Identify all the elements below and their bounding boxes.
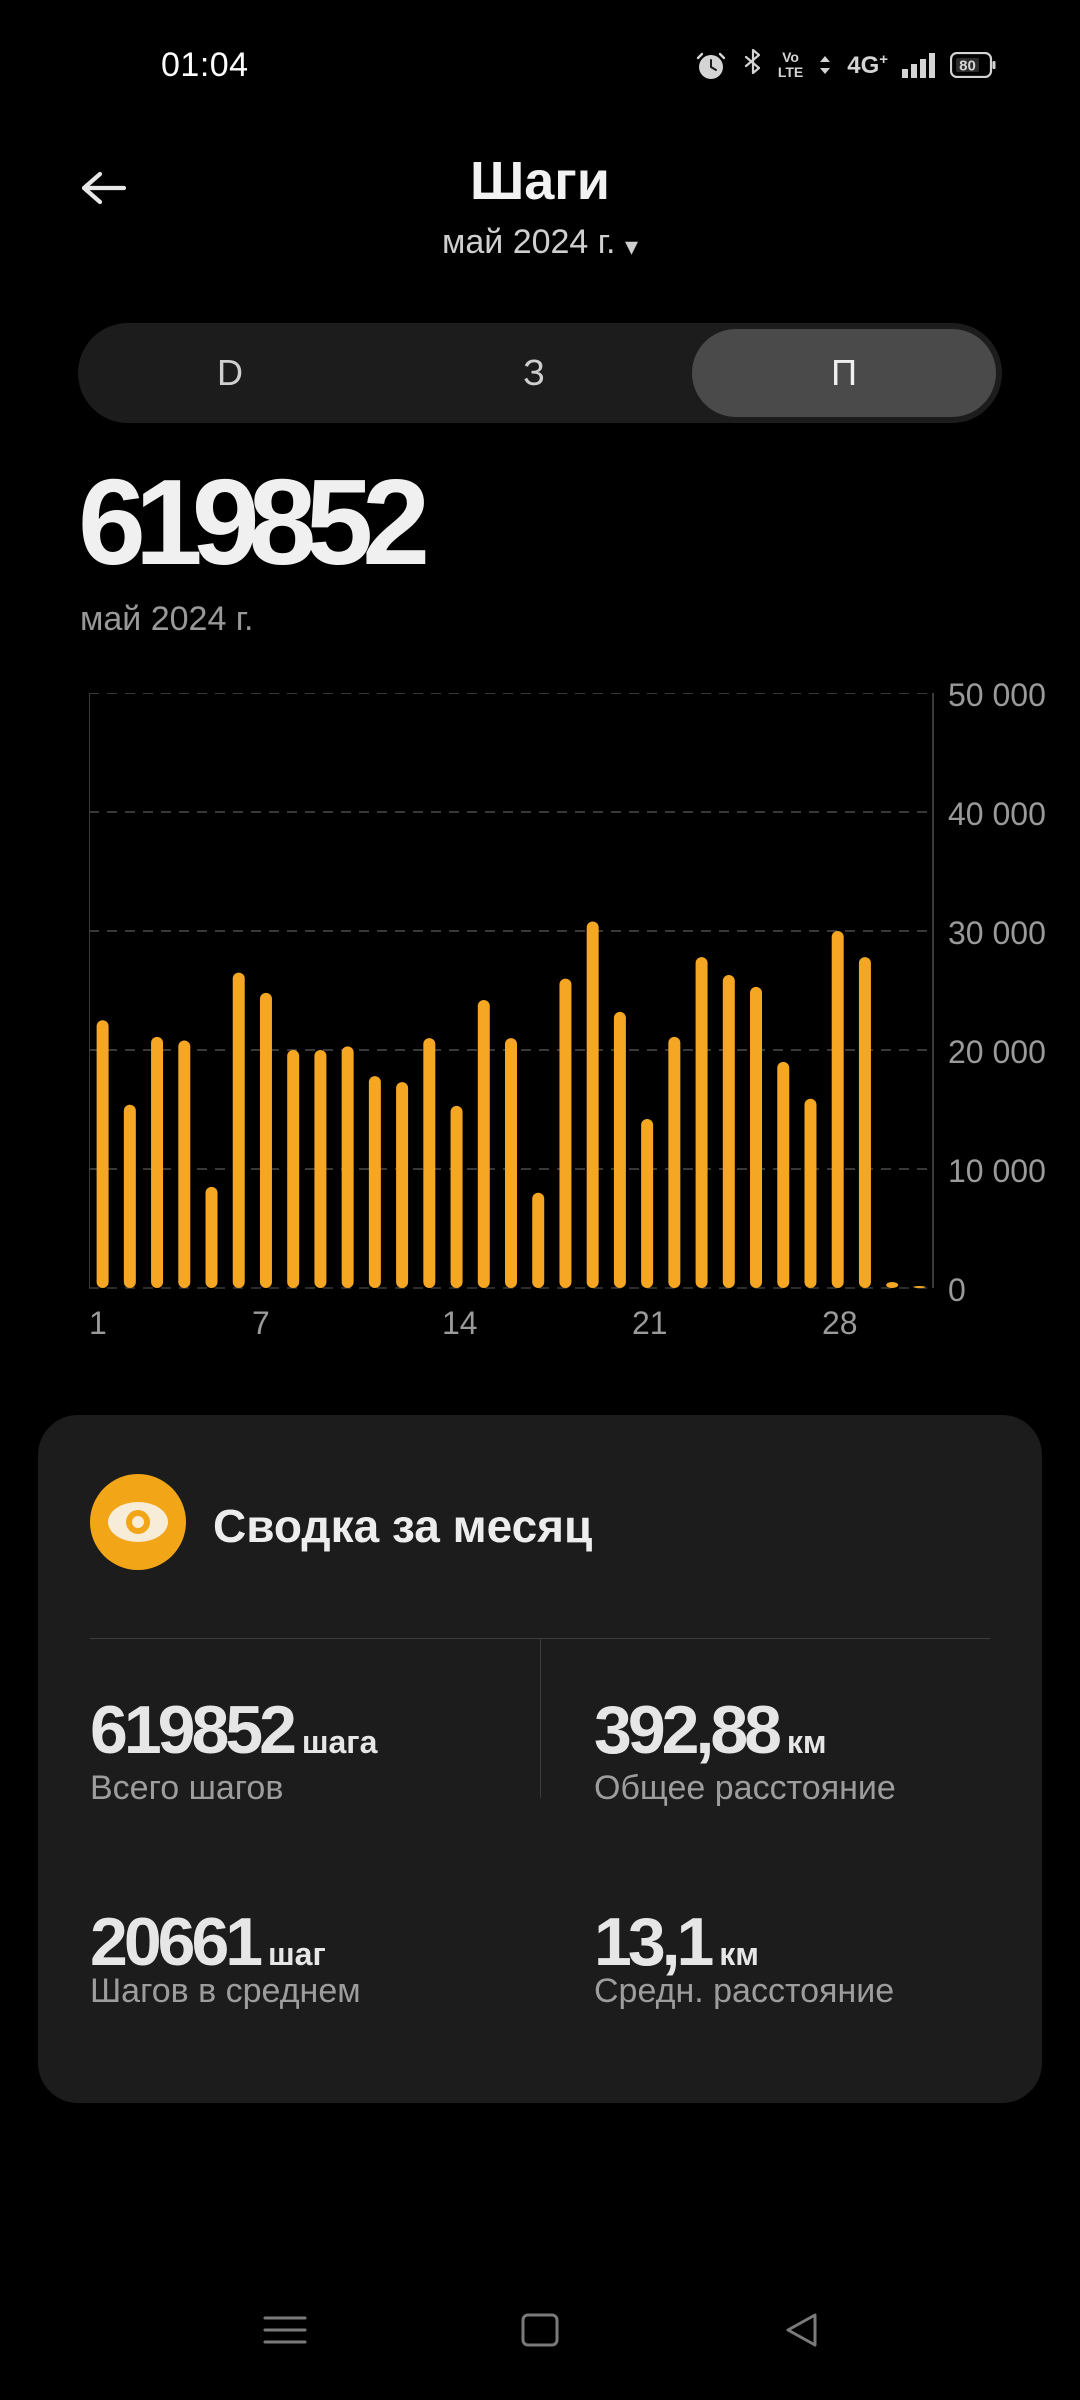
svg-text:80: 80 [959, 58, 976, 75]
